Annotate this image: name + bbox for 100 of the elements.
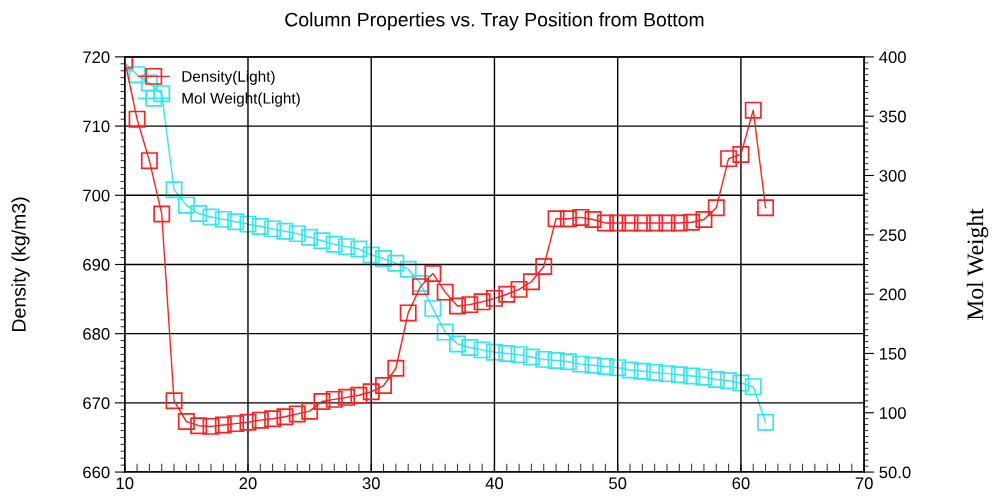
point <box>572 355 590 373</box>
point <box>190 417 208 435</box>
point <box>375 250 393 268</box>
point <box>165 392 183 410</box>
point <box>399 260 417 278</box>
x-tick-label: 10 <box>116 477 134 490</box>
point <box>239 215 257 233</box>
point <box>128 110 146 128</box>
point <box>720 372 738 390</box>
point <box>596 214 614 232</box>
point <box>498 344 516 362</box>
point <box>720 150 738 168</box>
point <box>313 232 331 250</box>
point <box>375 377 393 395</box>
point <box>485 343 503 361</box>
point <box>153 205 171 223</box>
point <box>424 299 442 317</box>
point <box>436 283 454 301</box>
point <box>301 402 319 420</box>
point <box>177 413 195 431</box>
point <box>658 214 676 232</box>
point <box>670 214 688 232</box>
point <box>362 383 380 401</box>
point <box>239 413 257 431</box>
point <box>461 339 479 356</box>
point <box>621 361 639 379</box>
point <box>535 258 553 276</box>
point <box>510 346 528 364</box>
point <box>449 297 466 315</box>
point <box>584 211 602 228</box>
y2-axis-title: Mol Weight <box>966 208 989 321</box>
y-tick-label: 700 <box>83 189 110 202</box>
point <box>202 208 220 226</box>
point <box>559 353 577 371</box>
point <box>325 235 343 253</box>
point <box>288 225 306 243</box>
point <box>596 358 614 375</box>
point <box>140 152 158 170</box>
point <box>190 204 208 222</box>
point <box>461 296 479 314</box>
point <box>609 214 627 232</box>
point <box>313 393 331 410</box>
y2-tick-label: 400 <box>879 51 906 64</box>
point <box>350 386 368 404</box>
point <box>757 413 775 431</box>
point <box>646 214 664 232</box>
y-tick-label: 710 <box>83 120 110 133</box>
point <box>707 371 725 389</box>
point <box>153 85 171 103</box>
point <box>547 352 565 370</box>
point <box>658 365 676 383</box>
point <box>301 228 319 246</box>
point <box>473 341 491 359</box>
x-tick-label: 20 <box>239 477 257 490</box>
y2-tick-label: 200 <box>879 288 906 301</box>
point <box>485 289 503 307</box>
point <box>264 220 282 238</box>
point <box>473 293 491 311</box>
point <box>695 368 713 386</box>
point <box>510 280 528 298</box>
point <box>338 238 356 256</box>
y-axis-title: Density (kg/m3) <box>11 197 30 331</box>
point <box>227 415 245 433</box>
chart-title: Column Properties vs. Tray Position from Bottom <box>285 12 704 31</box>
y2-tick-label: 100 <box>880 407 906 419</box>
point <box>399 304 417 322</box>
point <box>165 181 183 199</box>
point <box>744 101 762 119</box>
point <box>214 210 232 228</box>
point <box>572 208 590 226</box>
point <box>646 363 664 381</box>
point <box>609 359 627 377</box>
point <box>707 199 725 217</box>
y2-tick-label: 50.0 <box>879 466 911 479</box>
point <box>387 254 405 272</box>
point <box>276 408 294 426</box>
point <box>633 362 651 380</box>
x-tick-label: 50 <box>609 477 627 490</box>
point <box>227 213 245 231</box>
point <box>498 285 516 303</box>
point <box>128 66 146 84</box>
point <box>251 411 269 429</box>
point <box>522 348 540 366</box>
point <box>732 374 750 392</box>
point <box>559 210 577 228</box>
y-tick-label: 660 <box>83 466 110 479</box>
y2-tick-label: 300 <box>879 169 906 182</box>
point <box>264 410 282 428</box>
point <box>621 214 639 232</box>
x-tick-label: 60 <box>732 477 750 490</box>
point <box>202 417 220 435</box>
point <box>633 214 651 232</box>
point <box>744 378 762 396</box>
y2-tick-label: 150 <box>880 347 906 360</box>
y-tick-label: 690 <box>83 258 110 271</box>
point <box>695 211 713 228</box>
point <box>424 264 442 282</box>
point <box>362 246 380 264</box>
point <box>325 390 343 408</box>
x-tick-label: 30 <box>362 477 380 490</box>
